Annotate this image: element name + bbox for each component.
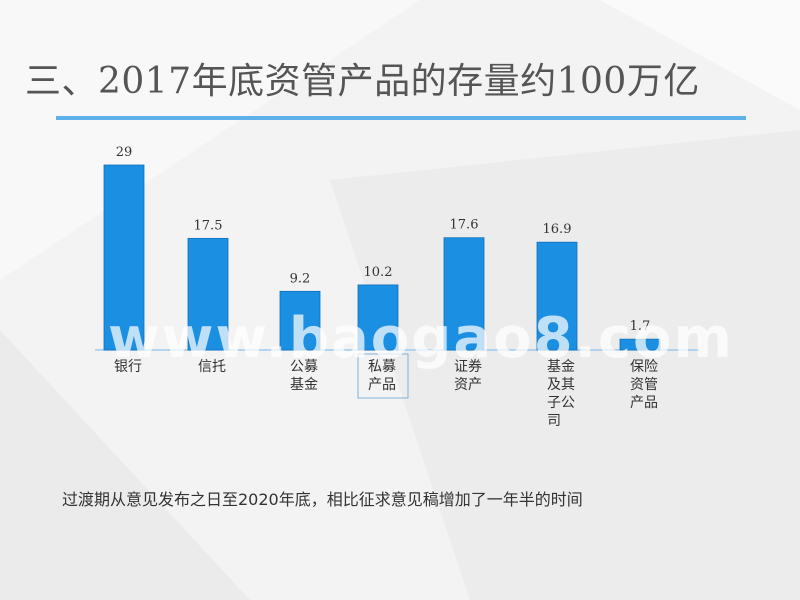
bar <box>357 284 399 351</box>
data-label: 10.2 <box>364 265 393 280</box>
category-label: 证券资产 <box>454 359 482 393</box>
bar <box>279 290 321 351</box>
slide-title: 三、2017年底资管产品的存量约100万亿 <box>25 61 700 102</box>
data-label: 16.9 <box>543 222 572 237</box>
category-label: 信托 <box>198 359 226 375</box>
data-label: 17.5 <box>194 218 223 233</box>
data-label: 1.7 <box>630 319 651 334</box>
bar <box>536 241 578 351</box>
bar <box>187 237 229 351</box>
category-label: 私募产品 <box>368 359 396 393</box>
data-label: 29 <box>116 145 133 160</box>
watermark-text: www.baogao8.com <box>108 306 734 371</box>
bar <box>619 338 661 351</box>
title-underline <box>56 116 746 120</box>
highlight-box <box>357 353 409 399</box>
category-label: 保险资管产品 <box>630 359 658 411</box>
category-label: 银行 <box>114 359 142 375</box>
bar <box>443 237 485 351</box>
bar <box>103 164 145 351</box>
category-label: 基金及其子公司 <box>547 358 575 429</box>
data-label: 17.6 <box>450 218 479 233</box>
data-label: 9.2 <box>290 271 311 286</box>
footnote-text: 过渡期从意见发布之日至2020年底，相比征求意见稿增加了一年半的时间 <box>62 490 583 509</box>
category-label: 公募基金 <box>290 359 318 393</box>
